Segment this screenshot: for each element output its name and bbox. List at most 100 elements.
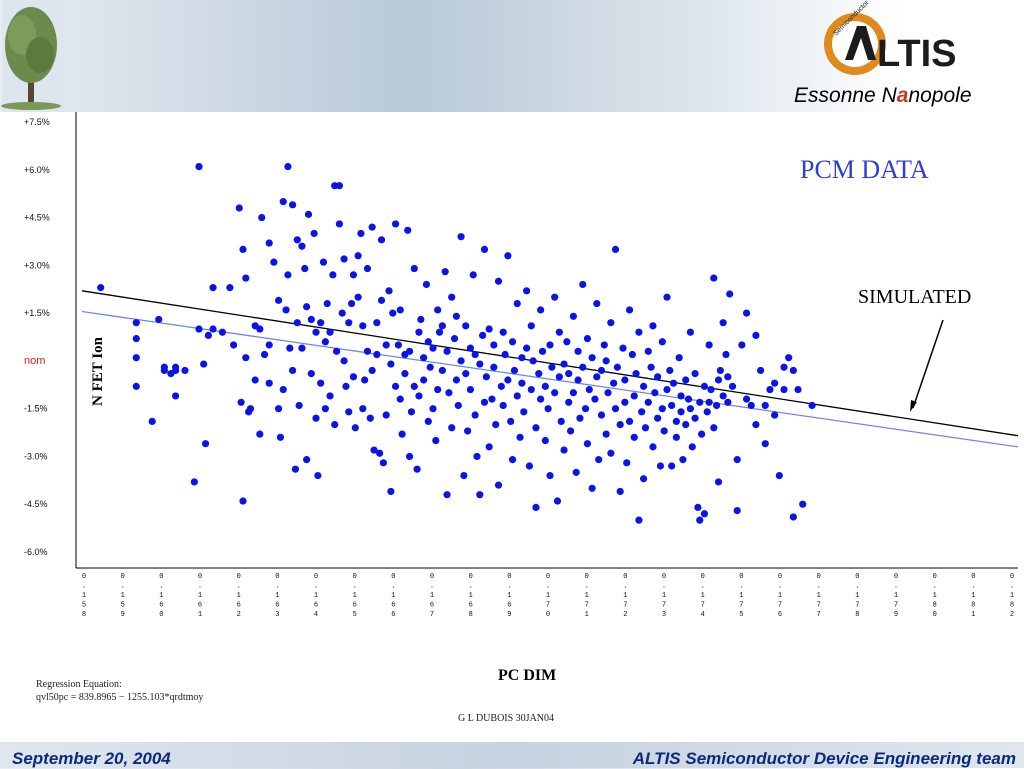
x-tick-label: 0.1 79 — [894, 573, 898, 619]
data-point — [454, 401, 462, 410]
data-point — [621, 398, 629, 406]
x-tick-label: 0.1 65 — [353, 573, 357, 619]
data-point — [669, 379, 678, 387]
x-tick-char: 0 — [314, 573, 318, 581]
data-point — [389, 309, 397, 317]
x-tick-char: 8 — [1010, 602, 1014, 610]
data-point — [366, 414, 374, 422]
data-point — [724, 373, 732, 381]
x-tick-char: 1 — [198, 611, 202, 619]
data-point — [401, 370, 409, 378]
x-tick-label: 0.161 — [198, 573, 202, 619]
data-point — [501, 350, 509, 359]
data-point — [312, 414, 320, 422]
x-tick-char: . — [469, 583, 473, 591]
data-point — [452, 376, 460, 384]
data-point — [410, 382, 418, 390]
data-point — [538, 347, 547, 355]
x-tick-char: 0 — [159, 573, 163, 581]
data-point — [359, 405, 367, 413]
data-point — [700, 382, 709, 390]
data-point — [742, 309, 751, 317]
x-tick-label: 0.1 59 — [121, 573, 125, 619]
data-point — [270, 258, 278, 266]
tree-illustration — [1, 0, 64, 112]
data-point — [710, 424, 718, 432]
data-point — [679, 456, 687, 464]
data-point — [415, 392, 423, 400]
data-point — [588, 484, 596, 492]
data-point — [345, 408, 353, 416]
x-tick-char: 1 — [353, 592, 357, 600]
data-point — [282, 306, 290, 314]
data-point — [396, 306, 404, 314]
x-tick-char: 7 — [855, 602, 859, 610]
data-point — [172, 392, 180, 400]
data-point — [724, 398, 732, 406]
x-tick-char: . — [933, 583, 937, 591]
x-tick-char: 0 — [894, 573, 898, 581]
data-point — [714, 376, 723, 384]
x-tick-char: 9 — [507, 611, 511, 619]
data-point — [490, 363, 498, 371]
data-point — [391, 220, 400, 228]
data-point — [775, 471, 783, 480]
data-point — [513, 299, 521, 308]
data-point — [682, 376, 690, 384]
data-point — [529, 357, 537, 365]
x-tick-char: . — [894, 583, 898, 591]
data-point — [361, 376, 369, 384]
data-point — [406, 347, 414, 355]
data-point — [658, 338, 666, 346]
data-point — [359, 322, 367, 330]
simulated-annotation: SIMULATED — [858, 286, 971, 308]
y-axis-label: N FET Ion — [90, 336, 106, 406]
data-point — [572, 468, 580, 476]
data-point — [242, 274, 250, 282]
data-point — [780, 363, 788, 371]
data-point — [274, 296, 283, 304]
y-tick-group: +7.5% +6.0% +4.5% +3.0% +1.5% nom -1.5% -3.0% -4… — [24, 117, 50, 557]
data-point — [508, 456, 517, 464]
x-tick-label: 0.180 — [933, 573, 937, 619]
data-point — [494, 481, 503, 489]
x-tick-char: 8 — [933, 602, 937, 610]
x-tick-char: 1 — [701, 592, 705, 600]
data-point — [314, 471, 322, 480]
data-point — [640, 475, 648, 483]
data-point — [638, 408, 646, 416]
data-point — [298, 242, 306, 250]
data-point — [560, 360, 568, 368]
data-point — [476, 491, 484, 499]
data-point — [789, 513, 797, 521]
data-point — [527, 385, 535, 394]
x-tick-char: 6 — [198, 602, 202, 610]
data-point — [312, 328, 320, 336]
data-point — [373, 350, 381, 359]
data-point — [293, 319, 301, 327]
brand-a: a — [896, 84, 909, 107]
x-tick-char: 0 — [933, 611, 937, 619]
x-tick-label: 0.1 67 — [430, 573, 434, 619]
x-tick-char: . — [1010, 583, 1014, 591]
data-point — [335, 220, 343, 228]
x-tick-char: 0 — [82, 573, 86, 581]
data-point — [286, 344, 294, 352]
x-tick-char: 0 — [855, 573, 859, 581]
data-point — [319, 258, 328, 266]
x-tick-char: 1 — [662, 592, 666, 600]
x-tick-char: . — [701, 583, 705, 591]
x-tick-char: . — [391, 583, 395, 591]
data-point — [752, 331, 760, 340]
data-point — [417, 315, 425, 324]
x-tick-char: 1 — [82, 592, 86, 600]
x-tick-char: 1 — [971, 611, 975, 619]
data-point — [492, 420, 500, 429]
data-point — [476, 360, 484, 368]
y-tick-label: -6.0% — [24, 547, 48, 557]
x-tick-char: 1 — [546, 592, 550, 600]
data-point — [258, 213, 266, 222]
x-tick-char: 1 — [623, 592, 627, 600]
data-point — [448, 424, 456, 432]
x-tick-char: 8 — [855, 611, 859, 619]
